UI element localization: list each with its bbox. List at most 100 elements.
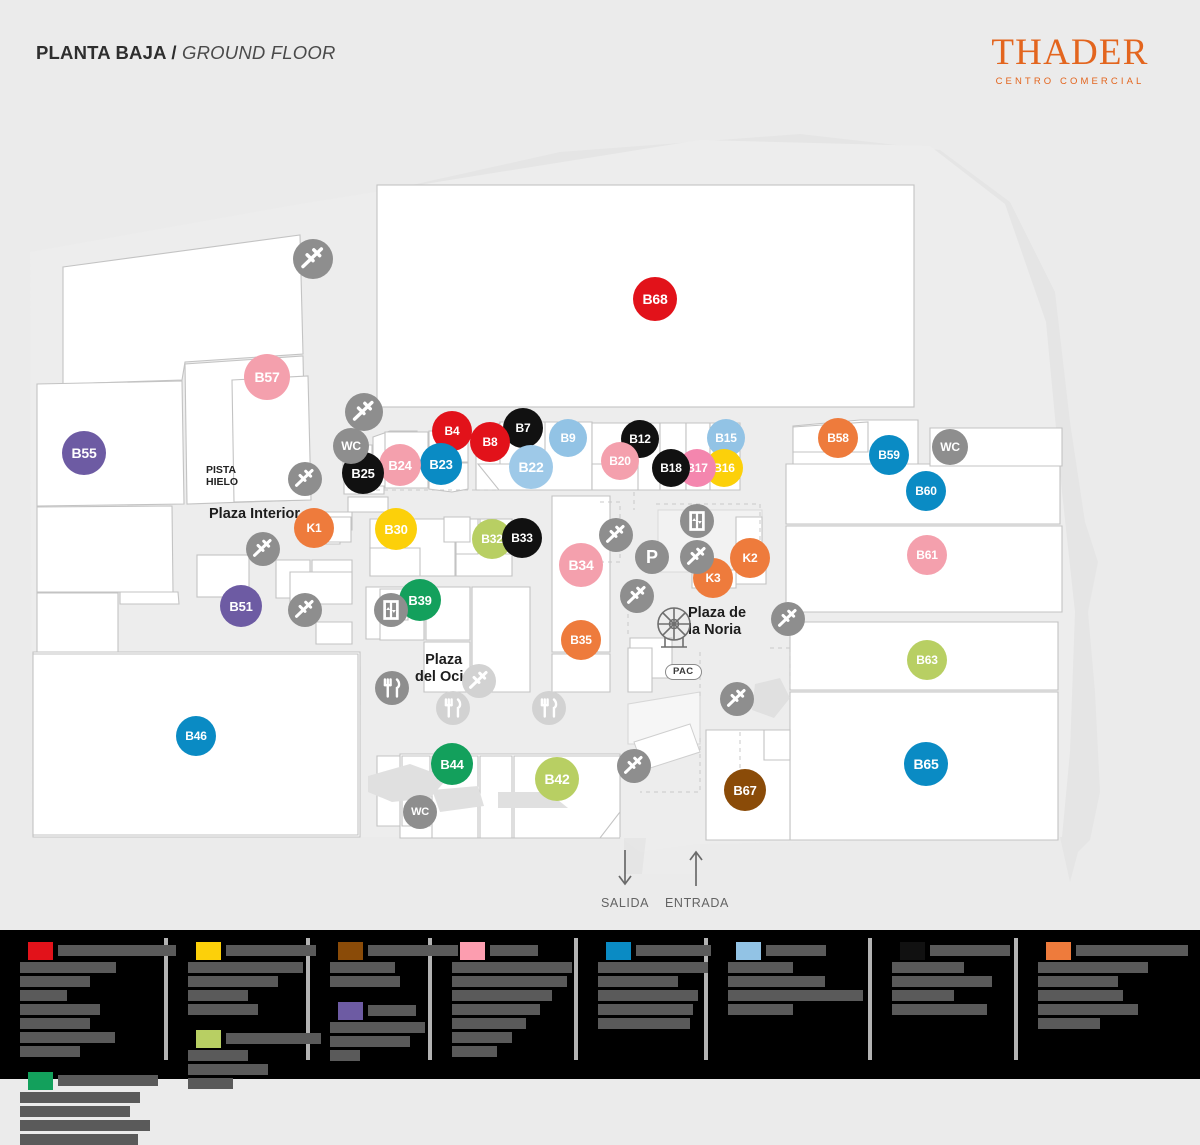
legend-entry-text [452, 990, 552, 1001]
store-marker-b68[interactable]: B68 [633, 277, 677, 321]
legend-entry-text [20, 1134, 138, 1145]
legend-entry-text [188, 1078, 233, 1089]
legend-entry-text [188, 1064, 268, 1075]
legend-color-swatch [460, 942, 485, 960]
legend-column-7[interactable] [872, 930, 1018, 1079]
store-marker-b51[interactable]: B51 [220, 585, 262, 627]
legend-entry-text [452, 962, 572, 973]
store-marker-b44[interactable]: B44 [431, 743, 473, 785]
store-marker-b61[interactable]: B61 [907, 535, 947, 575]
store-marker-label: B34 [568, 557, 594, 573]
store-marker-label: B32 [481, 532, 503, 546]
legend-entry-text [20, 1092, 140, 1103]
legend-entry-text [728, 976, 825, 987]
legend-column-2[interactable] [168, 930, 321, 1089]
legend-color-swatch [28, 1072, 53, 1090]
store-marker-b60[interactable]: B60 [906, 471, 946, 511]
store-marker-label: B20 [609, 454, 631, 468]
parking-icon: P [635, 540, 669, 574]
legend-entry-text [766, 945, 826, 956]
legend-entry-text [20, 1018, 90, 1029]
store-marker-label: B35 [570, 633, 592, 647]
store-marker-label: B68 [642, 291, 668, 307]
store-marker-b57[interactable]: B57 [244, 354, 290, 400]
store-marker-label: B60 [915, 484, 937, 498]
store-marker-b8[interactable]: B8 [470, 422, 510, 462]
legend-column-6[interactable] [708, 930, 872, 1079]
store-marker-b55[interactable]: B55 [62, 431, 106, 475]
store-marker-b23[interactable]: B23 [420, 443, 462, 485]
door-label: SALIDA [600, 896, 650, 910]
brand-subtitle: CENTRO COMERCIAL [995, 76, 1145, 87]
legend-column-4[interactable] [432, 930, 578, 1079]
store-marker-b42[interactable]: B42 [535, 757, 579, 801]
escalator-icon [599, 518, 633, 552]
store-marker-b46[interactable]: B46 [176, 716, 216, 756]
restaurant-icon [436, 691, 470, 725]
legend-entry-text [1038, 976, 1118, 987]
legend-divider [1014, 938, 1018, 1060]
legend-entry-text [1038, 990, 1123, 1001]
restaurant-icon [532, 691, 566, 725]
brand-logo: THADER CENTRO COMERCIAL [970, 34, 1170, 87]
arrow-down-icon [594, 848, 656, 893]
store-marker-k2[interactable]: K2 [730, 538, 770, 578]
store-marker-label: B61 [916, 548, 938, 562]
legend-entry-text [452, 1046, 497, 1057]
store-marker-label: K1 [306, 521, 322, 535]
store-marker-b34[interactable]: B34 [559, 543, 603, 587]
store-marker-label: K3 [705, 571, 721, 585]
store-marker-b63[interactable]: B63 [907, 640, 947, 680]
store-marker-k1[interactable]: K1 [294, 508, 334, 548]
legend-entry-text [20, 1004, 100, 1015]
escalator-icon [680, 540, 714, 574]
legend-column-8[interactable] [1018, 930, 1200, 1079]
store-marker-b9[interactable]: B9 [549, 419, 587, 457]
legend-color-swatch [196, 1030, 221, 1048]
store-marker-label: B17 [686, 461, 708, 475]
store-marker-b24[interactable]: B24 [379, 444, 421, 486]
store-marker-label: B58 [827, 431, 849, 445]
legend-entry-text [20, 990, 67, 1001]
legend-column-3[interactable] [310, 930, 458, 1079]
store-marker-label: B15 [715, 431, 737, 445]
store-marker-label: B4 [444, 424, 460, 438]
store-marker-label: B46 [185, 729, 207, 743]
store-marker-b58[interactable]: B58 [818, 418, 858, 458]
legend-entry-text [892, 962, 964, 973]
page-title-en: GROUND FLOOR [182, 42, 336, 63]
store-marker-label: B30 [384, 521, 408, 537]
legend-entry-text [226, 945, 316, 956]
store-marker-label: B24 [388, 457, 412, 473]
pac-badge[interactable]: PAC [665, 664, 702, 680]
legend-divider [574, 938, 578, 1060]
store-marker-b18[interactable]: B18 [652, 449, 690, 487]
legend-column-5[interactable] [578, 930, 711, 1079]
store-marker-b20[interactable]: B20 [601, 442, 639, 480]
store-marker-b35[interactable]: B35 [561, 620, 601, 660]
store-marker-b33[interactable]: B33 [502, 518, 542, 558]
store-marker-b65[interactable]: B65 [904, 742, 948, 786]
legend-entry-text [892, 1004, 987, 1015]
legend-entry-text [188, 1050, 248, 1061]
escalator-icon [293, 239, 333, 279]
store-marker-b59[interactable]: B59 [869, 435, 909, 475]
legend-entry-text [188, 1004, 258, 1015]
legend-color-swatch [606, 942, 631, 960]
store-marker-b22[interactable]: B22 [509, 445, 553, 489]
store-marker-label: B9 [560, 431, 576, 445]
escalator-icon [720, 682, 754, 716]
store-marker-label: B51 [229, 598, 253, 614]
legend-divider [868, 938, 872, 1060]
store-marker-label: B57 [254, 369, 280, 385]
restaurant-icon [375, 671, 409, 705]
legend-entry-text [226, 1033, 321, 1044]
brand-name: THADER [991, 32, 1149, 73]
store-marker-b30[interactable]: B30 [375, 508, 417, 550]
legend-column-1[interactable] [0, 930, 176, 1145]
legend-color-swatch [338, 942, 363, 960]
floor-map[interactable]: .plate { fill:#e5e5e5; } .plate2{ fill:#… [0, 92, 1200, 930]
store-marker-label: B8 [482, 435, 498, 449]
legend-entry-text [598, 962, 708, 973]
store-marker-b67[interactable]: B67 [724, 769, 766, 811]
